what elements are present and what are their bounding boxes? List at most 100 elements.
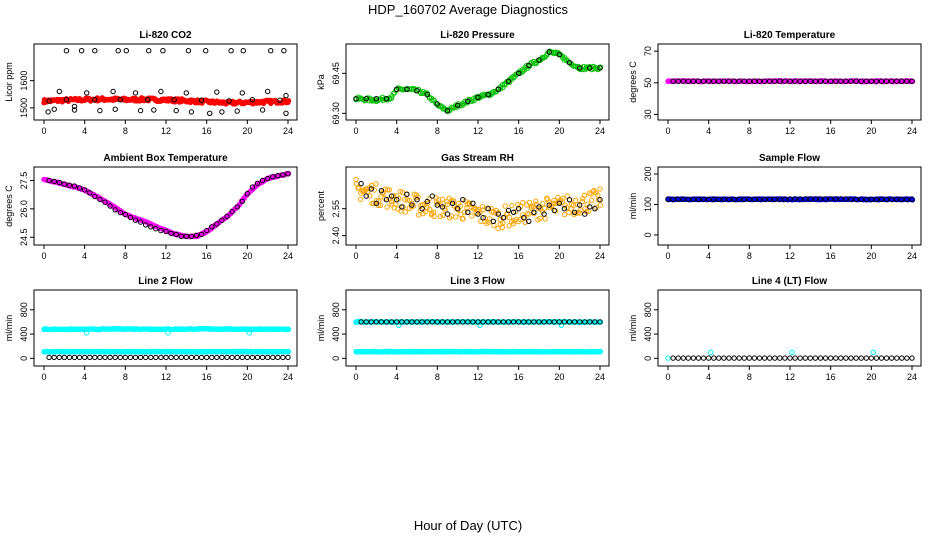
data-point	[107, 203, 113, 209]
data-point	[873, 196, 880, 203]
data-point	[807, 78, 813, 84]
data-point	[587, 65, 593, 71]
data-point	[76, 354, 83, 361]
data-point	[495, 211, 501, 217]
x-tick-label: 20	[866, 372, 876, 382]
data-point	[491, 222, 497, 229]
data-point	[358, 180, 364, 187]
data-point	[833, 196, 839, 202]
panel-title: Line 3 Flow	[450, 276, 505, 287]
data-series	[665, 196, 915, 203]
x-tick-label: 8	[123, 126, 128, 136]
data-point	[581, 192, 588, 199]
data-point	[92, 354, 98, 361]
data-point	[904, 355, 910, 361]
data-point	[145, 97, 151, 103]
data-point	[536, 319, 542, 325]
plot-frame	[345, 43, 610, 121]
data-point	[82, 354, 88, 361]
y-tick-label: 50	[643, 78, 653, 88]
data-point	[495, 86, 501, 93]
data-point	[577, 202, 583, 208]
data-point	[414, 197, 420, 203]
data-point	[822, 355, 829, 361]
data-point	[526, 319, 532, 325]
data-point	[868, 355, 874, 361]
data-point	[675, 196, 681, 203]
data-point	[700, 196, 707, 203]
y-tick-label: 800	[19, 302, 29, 317]
x-tick-label: 16	[826, 372, 836, 382]
data-series	[41, 95, 292, 107]
data-point	[357, 196, 364, 203]
data-point	[353, 176, 359, 183]
data-point	[378, 188, 385, 194]
x-tick-label: 20	[554, 126, 564, 136]
data-point	[163, 228, 169, 235]
x-tick-label: 12	[785, 251, 795, 261]
x-tick-label: 24	[595, 126, 605, 136]
data-point	[751, 78, 758, 84]
data-point	[559, 199, 565, 205]
data-point	[595, 197, 601, 203]
data-point	[848, 78, 854, 84]
data-point	[143, 354, 149, 361]
data-point	[444, 108, 451, 114]
data-point	[84, 90, 90, 96]
data-point	[127, 214, 134, 221]
data-point	[797, 196, 803, 202]
data-series	[84, 330, 253, 336]
data-point	[853, 78, 859, 84]
y-tick-label: 70	[643, 46, 653, 56]
y-tick-label: 100	[643, 197, 653, 212]
data-point	[214, 221, 220, 227]
data-point	[209, 354, 215, 361]
data-point	[802, 196, 808, 202]
data-point	[505, 319, 512, 325]
data-point	[153, 226, 159, 232]
data-point	[731, 78, 737, 84]
data-point	[249, 354, 256, 361]
data-point	[92, 97, 98, 103]
data-point	[797, 78, 803, 84]
data-point	[767, 196, 773, 203]
data-point	[132, 217, 139, 223]
data-point	[429, 193, 435, 199]
data-point	[78, 48, 85, 54]
data-point	[51, 354, 57, 361]
data-series	[46, 354, 291, 361]
data-point	[458, 211, 464, 218]
data-point	[373, 181, 379, 187]
data-point	[711, 196, 717, 203]
data-point	[731, 196, 737, 203]
data-point	[726, 355, 732, 361]
plot-frame	[657, 166, 922, 246]
y-tick-label: 0	[643, 356, 653, 361]
data-point	[283, 92, 289, 99]
data-series	[353, 49, 603, 114]
data-point	[439, 319, 446, 325]
y-axis-label: kPa	[316, 74, 326, 90]
data-point	[889, 355, 895, 361]
data-point	[61, 354, 68, 361]
data-point	[165, 330, 171, 336]
data-point	[797, 355, 803, 361]
data-point	[439, 204, 446, 210]
data-point	[556, 200, 562, 207]
data-point	[889, 78, 895, 84]
data-point	[204, 227, 210, 234]
data-point	[817, 196, 824, 202]
y-tick-label: 1600	[19, 71, 29, 91]
data-point	[115, 48, 121, 54]
y-tick-label: 400	[331, 327, 341, 342]
x-tick-label: 8	[747, 251, 752, 261]
data-point	[485, 206, 491, 212]
data-point	[204, 354, 210, 361]
data-point	[285, 171, 291, 177]
x-tick-label: 12	[785, 126, 795, 136]
data-point	[226, 98, 232, 104]
data-point	[363, 319, 369, 325]
data-point	[97, 354, 103, 361]
data-point	[516, 319, 522, 325]
data-point	[597, 319, 603, 325]
